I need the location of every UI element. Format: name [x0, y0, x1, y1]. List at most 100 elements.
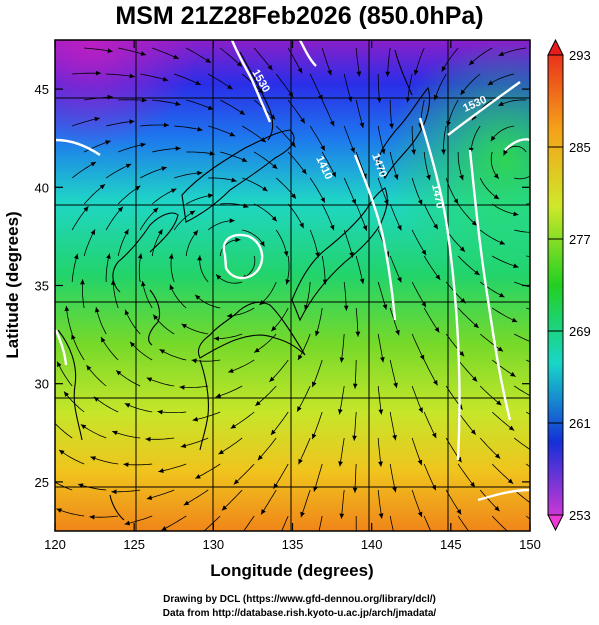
streamline-arrow: [272, 163, 278, 169]
streamline-arrow: [385, 71, 391, 77]
streamline-arrow: [378, 409, 384, 415]
streamline-arrow: [418, 407, 423, 413]
streamline-arrow: [469, 59, 475, 66]
streamline-arrow: [163, 122, 169, 128]
streamline-arrow: [468, 147, 474, 153]
streamline-arrow: [493, 194, 500, 200]
streamline-arrow: [83, 206, 89, 212]
streamline-arrow: [255, 400, 261, 406]
x-tick-label: 125: [123, 537, 145, 552]
colorbar-label: 253: [569, 508, 591, 523]
streamline-arrow: [499, 240, 505, 245]
streamline-arrow: [129, 73, 135, 79]
streamline-arrow: [233, 479, 240, 485]
streamline-arrow: [498, 101, 504, 106]
streamline: [513, 385, 530, 397]
streamline-arrow: [191, 358, 197, 364]
x-tick-label: 150: [519, 537, 541, 552]
streamline-arrow: [498, 51, 505, 56]
streamline-arrow: [261, 509, 266, 515]
streamline-arrow: [112, 430, 118, 436]
streamline-arrow: [352, 435, 357, 441]
streamline-arrow: [359, 278, 365, 284]
streamline-arrow: [192, 416, 198, 422]
x-tick-label: 120: [44, 537, 66, 552]
streamline-arrow: [472, 376, 478, 382]
streamline-arrow: [195, 474, 201, 479]
streamline-arrow: [456, 509, 462, 515]
colorbar-top-arrow: [547, 38, 564, 56]
streamline-arrow: [534, 396, 540, 400]
streamline-arrow: [419, 354, 425, 361]
y-tick-label: 40: [35, 180, 49, 195]
streamline-arrow: [392, 486, 397, 493]
streamline-arrow: [285, 279, 291, 285]
streamline-arrow: [229, 218, 235, 224]
streamline-arrow: [270, 429, 276, 435]
streamline-arrow: [426, 174, 431, 181]
streamline-arrow: [490, 135, 496, 142]
streamline-arrow: [453, 198, 459, 204]
streamline-arrow: [197, 170, 203, 176]
coastlines: [57, 49, 431, 521]
x-tick-label: 140: [361, 537, 383, 552]
streamline-arrow: [301, 168, 307, 175]
colorbar-bottom-arrow: [547, 514, 564, 532]
streamline: [513, 437, 530, 450]
streamline-arrow: [411, 149, 416, 155]
streamline-arrow: [254, 347, 260, 353]
y-axis: 25 30 35 40 45: [35, 82, 530, 490]
streamline-arrow: [315, 539, 320, 544]
streamline-arrow: [354, 540, 359, 545]
streamline-arrow: [331, 171, 336, 178]
streamline-arrow: [493, 173, 499, 179]
streamline-arrow: [313, 486, 318, 492]
streamline-arrow: [141, 281, 146, 287]
streamline-arrow: [56, 508, 62, 513]
streamline: [389, 515, 394, 531]
lat-lon-grid: [55, 40, 530, 531]
streamline: [203, 515, 221, 531]
streamline-arrow: [544, 528, 550, 533]
streamline-arrow: [299, 222, 304, 229]
streamline-arrow: [503, 150, 508, 156]
streamline-arrow: [513, 263, 519, 269]
streamline-arrow: [125, 163, 132, 169]
streamline-arrow: [111, 489, 117, 495]
x-axis-label: Longitude (degrees): [210, 561, 373, 580]
streamline-arrow: [175, 146, 181, 151]
streamline-arrow: [413, 69, 419, 76]
streamline-arrow: [123, 462, 129, 467]
colorbar-label: 261: [569, 416, 591, 431]
streamline-arrow: [283, 251, 289, 257]
streamline-arrow: [537, 286, 542, 291]
streamline-arrow: [389, 123, 394, 129]
streamline-arrow: [170, 188, 177, 193]
streamline-arrow: [470, 534, 475, 539]
y-axis-label: Latitude (degrees): [3, 211, 22, 358]
streamline-arrow: [159, 349, 166, 354]
y-tick-label: 25: [35, 475, 49, 490]
streamline-arrow: [213, 336, 219, 341]
y-tick-label: 30: [35, 377, 49, 392]
streamline-arrow: [257, 454, 263, 461]
streamline-arrow: [362, 225, 368, 231]
streamline-arrow: [90, 162, 96, 167]
streamline-arrow: [117, 206, 123, 212]
streamline-arrow: [496, 400, 502, 406]
streamline-arrow: [538, 230, 543, 235]
credit-drawing: Drawing by DCL (https://www.gfd-dennou.o…: [163, 594, 436, 605]
streamline: [514, 175, 530, 180]
streamline-arrow: [311, 433, 317, 440]
streamline: [514, 333, 530, 342]
streamline-arrow: [339, 513, 345, 519]
streamline-arrow: [393, 539, 398, 545]
streamline-arrow: [300, 511, 305, 518]
streamline-arrow: [531, 503, 537, 508]
streamline-arrow: [161, 166, 167, 171]
streamline-arrow: [532, 450, 538, 455]
streamline-arrow: [124, 229, 129, 235]
streamline-arrow: [180, 443, 187, 448]
streamline-arrow: [141, 97, 147, 103]
